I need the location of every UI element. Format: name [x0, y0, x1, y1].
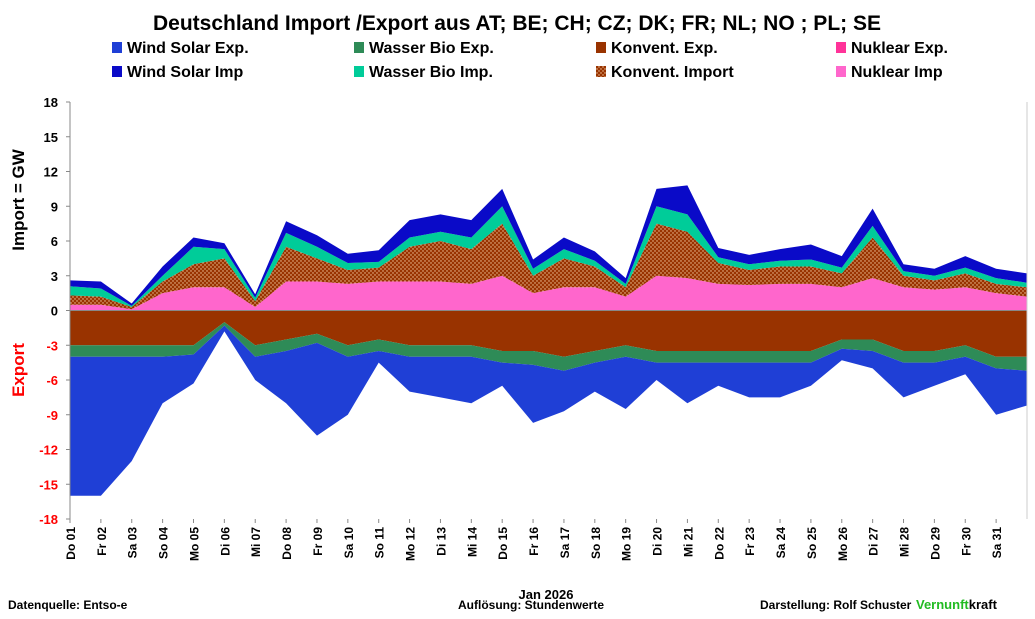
x-tick-label: Sa 03: [126, 527, 140, 559]
x-tick-label: Fr 16: [527, 527, 541, 556]
x-tick-label: Mi 07: [249, 527, 263, 557]
x-tick-label: So 25: [805, 527, 819, 559]
x-tick-label: Sa 24: [774, 527, 788, 559]
x-tick-label: Fr 02: [95, 527, 109, 556]
y-tick-label: 6: [51, 234, 58, 249]
y-tick-label: 9: [51, 199, 58, 214]
footer-author: Darstellung: Rolf Schuster: [760, 598, 912, 612]
x-tick-label: Sa 17: [558, 527, 572, 559]
axes: 18 15 12 9 6 3 0 -3 -6 -9 -12 -15 -18 Do 01 Fr 02 Sa 03…: [39, 95, 1028, 561]
x-tick-label: Do 01: [64, 527, 78, 560]
legend-label: Wind Solar Imp: [127, 64, 244, 81]
legend: Wind Solar Exp. Wasser Bio Exp. Konvent. E…: [112, 40, 948, 81]
x-tick-label: Sa 31: [990, 527, 1004, 559]
x-tick-label: Do 22: [712, 527, 726, 560]
legend-label: Konvent. Import: [611, 64, 734, 81]
footer-brand: Vernunftkraft: [916, 597, 998, 612]
x-tick-label: So 11: [373, 527, 387, 559]
export-area-konvent-exp: [70, 310, 1027, 357]
legend-label: Konvent. Exp.: [611, 40, 718, 57]
y-tick-label: 3: [51, 269, 58, 284]
plot-areas: [70, 185, 1027, 496]
y-tick-label: 0: [51, 304, 58, 319]
legend-swatch: [112, 42, 122, 53]
x-tick-label: Fr 30: [959, 527, 973, 556]
export-area-wasser-bio-exp: [70, 322, 1027, 371]
x-tick-label: Do 08: [280, 527, 294, 560]
legend-swatch: [354, 42, 364, 53]
y-tick-label: -6: [46, 373, 58, 388]
legend-swatch: [596, 42, 606, 53]
legend-label: Nuklear Imp: [851, 64, 943, 81]
y-tick-label: 15: [44, 130, 58, 145]
x-axis-label: Jan 2026: [519, 587, 574, 602]
x-tick-label: Mo 12: [404, 527, 418, 561]
legend-label: Nuklear Exp.: [851, 40, 948, 57]
x-tick-label: Mi 14: [465, 527, 479, 557]
brand-green: Vernunft: [916, 597, 969, 612]
x-tick-label: Do 15: [496, 527, 510, 560]
x-tick-label: Fr 09: [311, 527, 325, 556]
footer-resolution: Auflösung: Stundenwerte: [458, 598, 604, 612]
y-tick-label: -12: [39, 443, 58, 458]
import-area-nuklear-imp: [70, 275, 1027, 311]
legend-swatch: [112, 66, 122, 77]
brand-rest: kraft: [969, 597, 998, 612]
legend-swatch: [836, 66, 846, 77]
legend-label: Wasser Bio Exp.: [369, 40, 494, 57]
x-tick-label: Mi 21: [681, 527, 695, 557]
legend-label: Wind Solar Exp.: [127, 40, 249, 57]
x-tick-label: So 18: [589, 527, 603, 559]
legend-swatch: [596, 66, 606, 77]
x-tick-label: Fr 23: [743, 527, 757, 556]
y-tick-label: 18: [44, 95, 58, 110]
y-axis-label-export: Export: [9, 343, 28, 397]
footer-source: Datenquelle: Entso-e: [8, 598, 128, 612]
x-tick-label: Mo 26: [836, 527, 850, 561]
x-tick-label: Di 13: [434, 527, 448, 556]
x-tick-label: Di 06: [218, 527, 232, 556]
x-tick-label: Mo 19: [620, 527, 634, 561]
y-tick-label: 12: [44, 165, 58, 180]
x-tick-label: Di 27: [867, 527, 881, 556]
x-tick-label: Di 20: [651, 527, 665, 556]
y-tick-label: -9: [46, 408, 58, 423]
y-tick-label: -18: [39, 512, 58, 527]
x-tick-label: Do 29: [928, 527, 942, 560]
y-tick-label: -15: [39, 477, 58, 492]
legend-label: Wasser Bio Imp.: [369, 64, 493, 81]
x-tick-label: Sa 10: [342, 527, 356, 559]
chart-title: Deutschland Import /Export aus AT; BE; C…: [153, 12, 881, 35]
legend-swatch: [354, 66, 364, 77]
x-tick-label: Mi 28: [898, 527, 912, 557]
y-tick-label: -3: [46, 338, 58, 353]
x-tick-label: Mo 05: [187, 527, 201, 561]
export-area-wind-solar-exp: [70, 325, 1027, 496]
y-axis-label-import: Import = GW: [9, 148, 28, 250]
legend-swatch: [836, 42, 846, 53]
x-tick-label: So 04: [157, 527, 171, 559]
